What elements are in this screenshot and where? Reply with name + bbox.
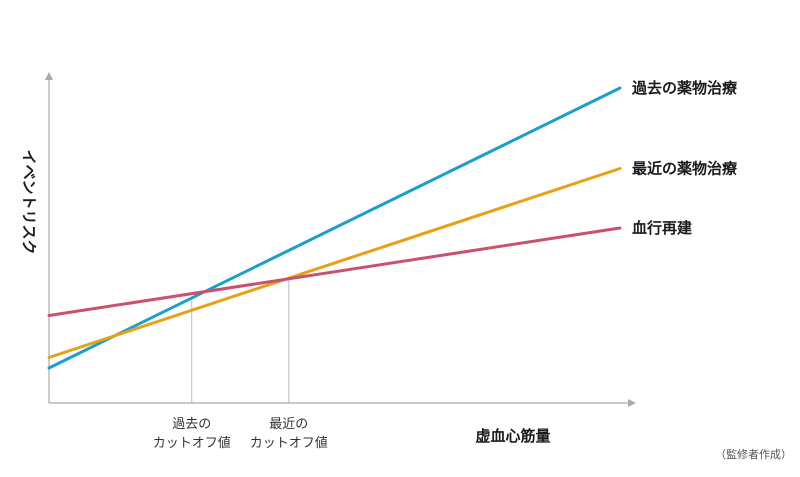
series-line-2: [47, 167, 622, 359]
cutoff-label-2-line-1: 最近の: [269, 417, 308, 432]
series-lines: [47, 86, 622, 370]
cutoff-label-1-line-2: カットオフ値: [153, 435, 231, 451]
y-axis-title: イベントリスク: [20, 149, 38, 254]
x-axis-title: 虚血心筋量: [475, 427, 550, 445]
y-axis-arrow-icon: [45, 72, 53, 80]
series-line-1: [47, 86, 622, 370]
series-label-3: 血行再建: [632, 219, 693, 237]
series-line-3: [47, 226, 622, 317]
x-axis-arrow-icon: [628, 399, 636, 407]
source-note: （監修者作成）: [715, 447, 792, 461]
axes: [45, 72, 636, 407]
cutoff-label-1-line-1: 過去の: [172, 417, 211, 432]
series-label-2: 最近の薬物治療: [632, 160, 738, 178]
series-label-1: 過去の薬物治療: [631, 79, 738, 97]
cutoff-lines: [191, 278, 290, 403]
cutoff-label-2-line-2: カットオフ値: [250, 435, 328, 451]
